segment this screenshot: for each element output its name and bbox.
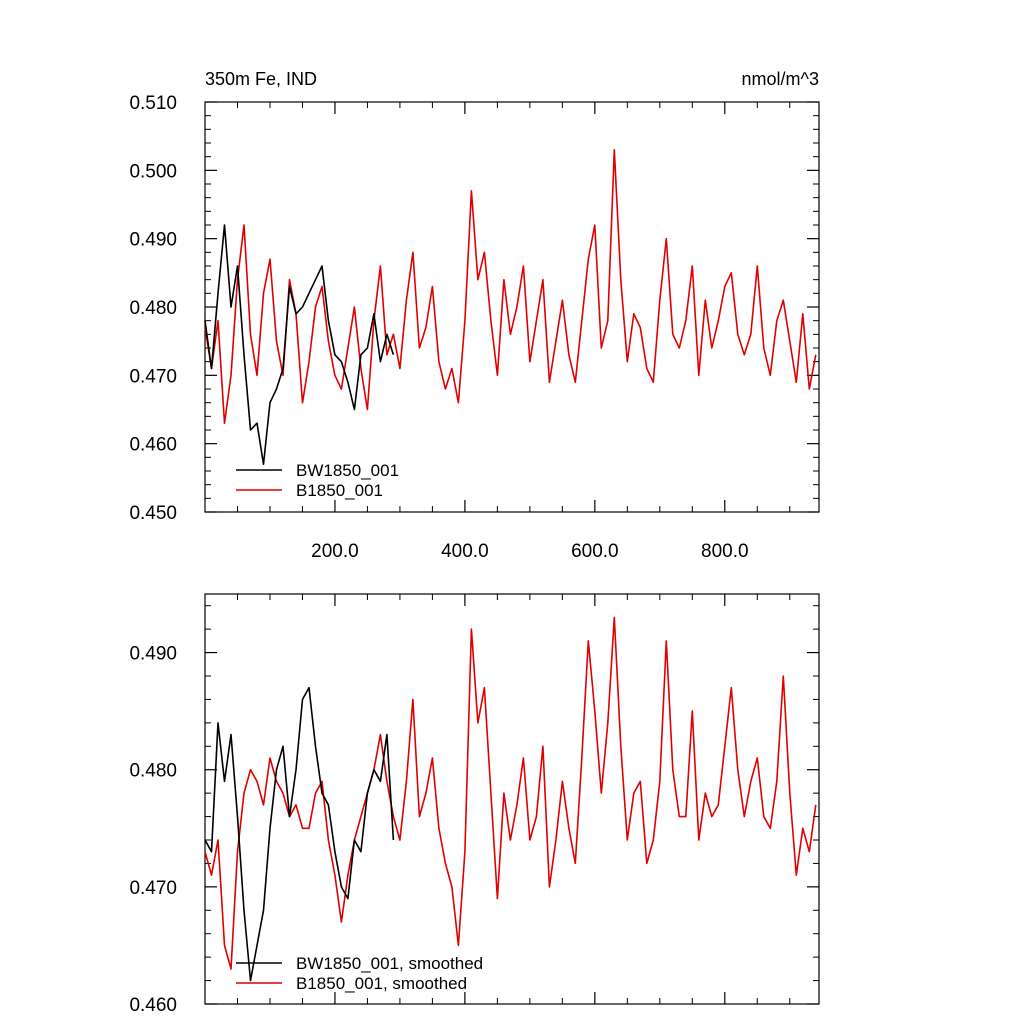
bottom-series-line-b1850 (204, 616, 817, 970)
top-chart-units: nmol/m^3 (742, 69, 819, 89)
bottom-y-tick-label: 0.480 (129, 761, 177, 782)
top-x-tick-label: 800.0 (701, 541, 749, 562)
top-y-tick-label: 0.490 (129, 230, 177, 251)
top-series-line-bw1850 (204, 224, 395, 466)
bottom-y-axis-ticks: 0.460 0.470 0.480 0.490 (129, 605, 819, 1016)
bottom-series-line-bw1850 (204, 686, 395, 982)
bottom-panel: 0.460 0.470 0.480 0.490 BW1850_001, smoothe… (129, 593, 820, 1016)
top-y-tick-label: 0.450 (129, 503, 177, 524)
top-x-tick-label: 400.0 (441, 541, 489, 562)
bottom-y-tick-label: 0.470 (129, 878, 177, 899)
top-x-tick-label: 600.0 (571, 541, 619, 562)
top-series-group (204, 149, 817, 466)
bottom-y-tick-label: 0.490 (129, 644, 177, 665)
top-x-axis-ticks: 200.0 400.0 600.0 800.0 (236, 102, 791, 562)
top-series-line-b1850 (204, 149, 817, 425)
top-y-tick-label: 0.460 (129, 435, 177, 456)
top-y-tick-label: 0.480 (129, 298, 177, 319)
bottom-legend-label-b1850: B1850_001, smoothed (296, 974, 467, 993)
top-plot-frame (204, 101, 820, 513)
bottom-y-tick-label: 0.460 (129, 995, 177, 1016)
bottom-x-axis-ticks (236, 594, 791, 1004)
top-legend-label-bw1850: BW1850_001 (296, 461, 399, 480)
top-y-axis-ticks: 0.450 0.460 0.470 0.480 0.490 0.500 0.510 (129, 93, 819, 524)
top-x-tick-label: 200.0 (311, 541, 359, 562)
bottom-plot-frame (204, 593, 820, 1005)
top-y-tick-label: 0.500 (129, 161, 177, 182)
top-chart-title: 350m Fe, IND (205, 69, 317, 89)
top-y-tick-label: 0.510 (129, 93, 177, 114)
top-panel: 200.0 400.0 600.0 800.0 0.450 0.460 0.470 0.48… (129, 69, 820, 562)
bottom-legend-label-bw1850: BW1850_001, smoothed (296, 954, 483, 973)
top-y-tick-label: 0.470 (129, 366, 177, 387)
bottom-legend: BW1850_001, smoothed B1850_001, smoothed (236, 954, 483, 993)
top-legend-label-b1850: B1850_001 (296, 481, 383, 500)
top-legend: BW1850_001 B1850_001 (236, 461, 399, 500)
bottom-series-group (204, 616, 817, 982)
